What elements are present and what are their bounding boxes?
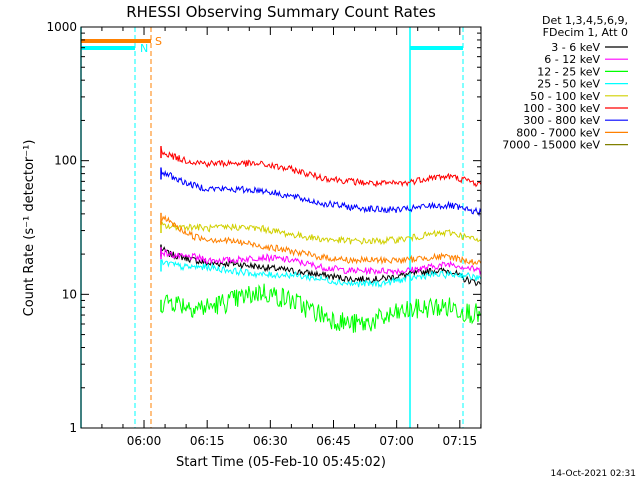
x-axis-label: Start Time (05-Feb-10 05:45:02): [176, 455, 386, 470]
axes: 1 10 100 1000 06:00 06:15 06:30 06:45 07:00 07:15: [46, 20, 482, 448]
plot-area: SN: [80, 27, 482, 428]
x-tick-label: 06:15: [190, 434, 225, 448]
plot-frame: [80, 26, 482, 429]
series-line: [160, 214, 482, 266]
y-axis-label: Count Rate (s⁻¹ detector⁻¹): [22, 140, 37, 317]
legend: Det 1,3,4,5,6,9,FDecim 1, Att 0 3 - 6 keV…: [502, 14, 628, 152]
legend-entry-label: 100 - 300 keV: [523, 102, 600, 115]
legend-entry-label: 6 - 12 keV: [544, 53, 600, 66]
x-tick-label: 06:30: [253, 434, 288, 448]
series-line: [160, 221, 482, 246]
x-tick-label: 06:45: [316, 434, 351, 448]
legend-entry-label: 12 - 25 keV: [537, 65, 600, 78]
x-tick-label: 07:15: [443, 434, 478, 448]
saa-flag-label: S: [155, 35, 162, 48]
y-tick-label: 1000: [46, 20, 77, 34]
night-flag-label: N: [140, 42, 148, 55]
series-line: [160, 147, 482, 188]
legend-header: FDecim 1, Att 0: [543, 26, 628, 39]
legend-entry-label: 300 - 800 keV: [523, 114, 600, 127]
y-tick-label: 1: [69, 421, 77, 435]
legend-entry-label: 50 - 100 keV: [530, 90, 600, 103]
chart-title: RHESSI Observing Summary Count Rates: [126, 3, 436, 21]
legend-entry-label: 7000 - 15000 keV: [502, 139, 600, 152]
legend-entry-label: 25 - 50 keV: [537, 78, 600, 91]
series-line: [160, 259, 482, 288]
legend-entry-label: 3 - 6 keV: [551, 41, 600, 54]
x-tick-label: 06:00: [127, 434, 162, 448]
y-tick-label: 100: [54, 154, 77, 168]
legend-entry-label: 800 - 7000 keV: [516, 126, 600, 139]
series-line: [160, 168, 482, 217]
x-tick-label: 07:00: [379, 434, 414, 448]
legend-header: Det 1,3,4,5,6,9,: [542, 14, 628, 27]
y-tick-label: 10: [62, 287, 77, 301]
footer-date: 14-Oct-2021 02:31: [551, 469, 636, 479]
series-line: [160, 249, 482, 276]
series-line: [160, 283, 482, 333]
